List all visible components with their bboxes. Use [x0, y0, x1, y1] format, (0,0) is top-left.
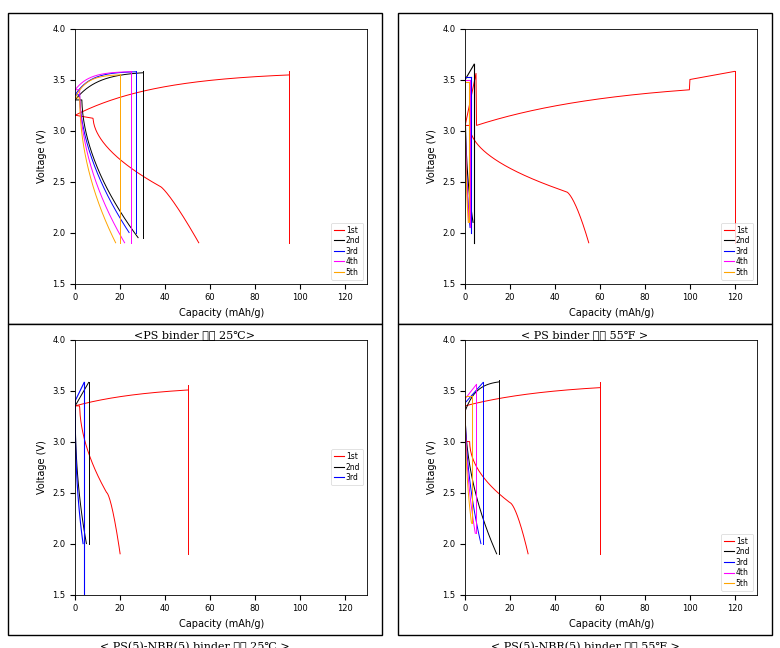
- Legend: 1st, 2nd, 3rd, 4th, 5th: 1st, 2nd, 3rd, 4th, 5th: [722, 222, 753, 280]
- Legend: 1st, 2nd, 3rd: 1st, 2nd, 3rd: [332, 449, 363, 485]
- X-axis label: Capacity (mAh/g): Capacity (mAh/g): [569, 619, 654, 629]
- Legend: 1st, 2nd, 3rd, 4th, 5th: 1st, 2nd, 3rd, 4th, 5th: [722, 533, 753, 591]
- Text: < PS(5)-NBR(5) binder 사용 25℃ >: < PS(5)-NBR(5) binder 사용 25℃ >: [100, 642, 290, 648]
- Text: < PS(5)-NBR(5) binder 사용 55℉ >: < PS(5)-NBR(5) binder 사용 55℉ >: [491, 642, 679, 648]
- Y-axis label: Voltage (V): Voltage (V): [427, 440, 437, 494]
- X-axis label: Capacity (mAh/g): Capacity (mAh/g): [179, 619, 264, 629]
- Y-axis label: Voltage (V): Voltage (V): [37, 129, 47, 183]
- Legend: 1st, 2nd, 3rd, 4th, 5th: 1st, 2nd, 3rd, 4th, 5th: [332, 222, 363, 280]
- Text: <PS binder 사용 25℃>: <PS binder 사용 25℃>: [134, 330, 256, 340]
- X-axis label: Capacity (mAh/g): Capacity (mAh/g): [569, 308, 654, 318]
- Text: < PS binder 사용 55℉ >: < PS binder 사용 55℉ >: [522, 330, 648, 340]
- Y-axis label: Voltage (V): Voltage (V): [427, 129, 437, 183]
- Y-axis label: Voltage (V): Voltage (V): [37, 440, 47, 494]
- X-axis label: Capacity (mAh/g): Capacity (mAh/g): [179, 308, 264, 318]
